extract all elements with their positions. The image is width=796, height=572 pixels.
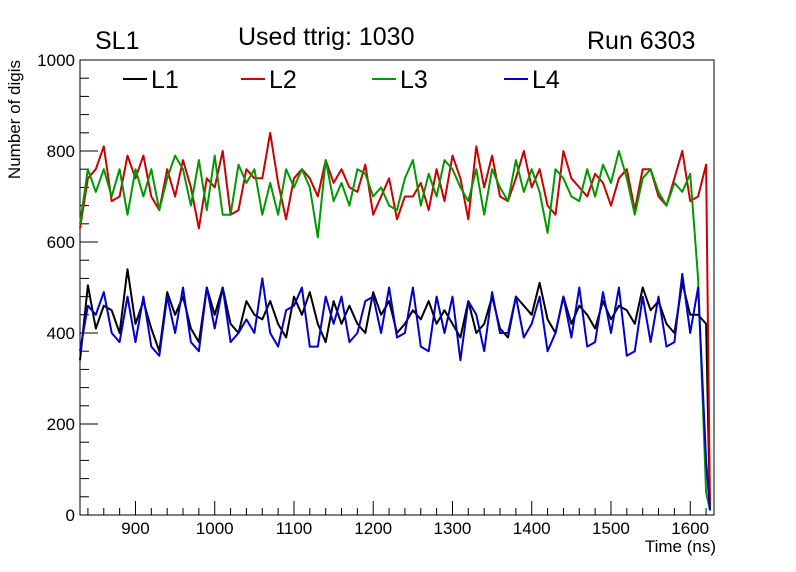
legend-label-l3: L3 — [400, 66, 428, 94]
chart-title: Used ttrig: 1030 — [238, 23, 415, 51]
series-layer — [79, 131, 711, 511]
header-superlayer: SL1 — [95, 27, 140, 55]
y-axis-label: Number of digis — [5, 60, 24, 179]
x-tick-label: 1300 — [434, 519, 472, 538]
series-line-l4 — [79, 272, 711, 511]
x-tick-label: 900 — [121, 519, 149, 538]
y-tick-label: 1000 — [37, 51, 75, 70]
x-tick-label: 1600 — [671, 519, 709, 538]
y-tick-label: 400 — [47, 324, 75, 343]
legend-label-l2: L2 — [269, 66, 297, 94]
x-axis-label: Time (ns) — [645, 537, 716, 556]
legend-label-l4: L4 — [532, 66, 560, 94]
x-tick-label: 1500 — [592, 519, 630, 538]
plot-frame — [79, 59, 715, 516]
y-tick-label: 200 — [47, 415, 75, 434]
y-tick-label: 600 — [47, 233, 75, 252]
x-axis: 900 1000 1100 1200 1300 1400 1500 1600 — [87, 501, 709, 538]
header-run: Run 6303 — [587, 27, 696, 55]
x-tick-label: 1000 — [196, 519, 234, 538]
series-line-l2 — [79, 131, 711, 506]
y-axis: 0 200 400 600 800 1000 — [37, 51, 98, 525]
legend: L1 L2 L3 L4 — [123, 66, 560, 94]
y-tick-label: 0 — [66, 506, 75, 525]
series-line-l3 — [79, 150, 711, 511]
y-tick-label: 800 — [47, 142, 75, 161]
x-tick-label: 1200 — [354, 519, 392, 538]
x-tick-label: 1400 — [513, 519, 551, 538]
legend-label-l1: L1 — [151, 66, 179, 94]
x-tick-label: 1100 — [276, 519, 313, 538]
